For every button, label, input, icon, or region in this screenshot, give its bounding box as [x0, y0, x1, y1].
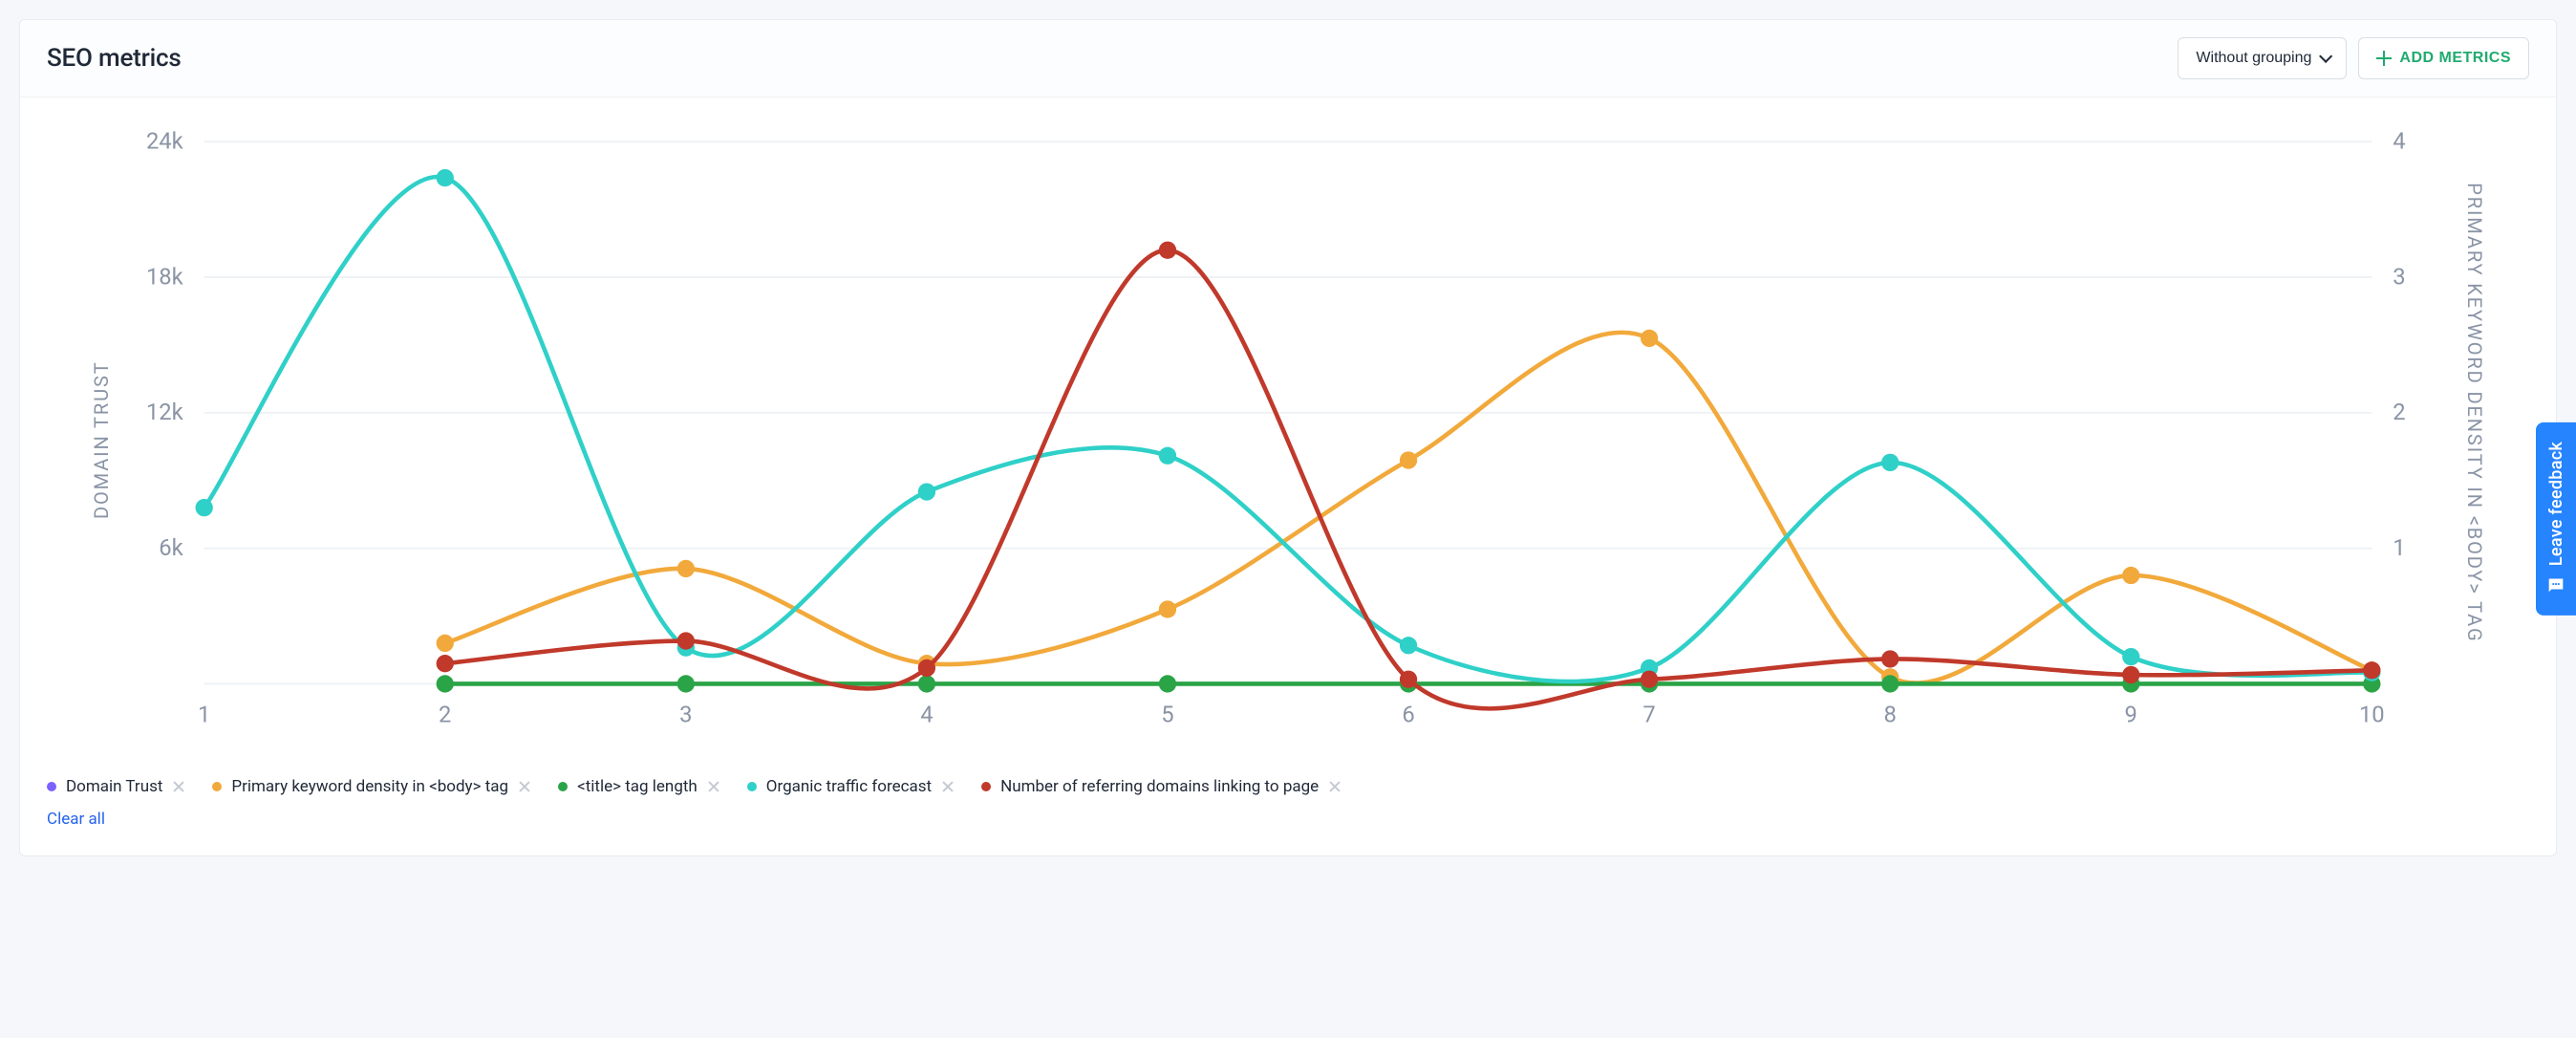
series-dot-keyword_density_body	[437, 635, 454, 652]
svg-text:10: 10	[2359, 702, 2385, 728]
leave-feedback-label: Leave feedback	[2546, 442, 2566, 566]
series-dot-organic_traffic_forecast	[1159, 447, 1176, 465]
svg-text:9: 9	[2125, 702, 2137, 728]
remove-metric-icon[interactable]	[941, 780, 955, 793]
series-dot-title_tag_length	[1159, 675, 1176, 692]
svg-text:4: 4	[2393, 128, 2405, 155]
leave-feedback-tab[interactable]: Leave feedback	[2536, 422, 2576, 616]
legend-item-title_tag_length[interactable]: <title> tag length	[558, 777, 720, 796]
series-dot-keyword_density_body	[1400, 451, 1417, 468]
seo-metrics-chart: 6k 12k 18k 24k 1 2 3 4 1 2 3 4 5 6 7 8 9 10 DOMAIN TRUST PR…	[47, 124, 2529, 754]
series-dot-referring_domains	[1159, 242, 1176, 259]
clear-all-link[interactable]: Clear all	[47, 810, 105, 829]
svg-text:6k: 6k	[159, 534, 183, 561]
series-dot-keyword_density_body	[1641, 330, 1658, 347]
legend-label: Number of referring domains linking to p…	[1000, 777, 1319, 796]
series-dot-referring_domains	[437, 655, 454, 672]
series-dot-referring_domains	[2122, 666, 2139, 683]
plus-icon	[2376, 51, 2392, 66]
chart-legend: Domain Trust Primary keyword density in <…	[20, 762, 2556, 800]
series-dot-organic_traffic_forecast	[196, 499, 213, 516]
seo-metrics-panel: SEO metrics Without grouping ADD METRICS…	[19, 19, 2557, 856]
series-dot-referring_domains	[918, 660, 935, 677]
clear-all-wrap: Clear all	[20, 800, 2556, 855]
legend-dot-icon	[47, 782, 56, 791]
series-dot-title_tag_length	[677, 675, 695, 692]
series-dot-organic_traffic_forecast	[1400, 637, 1417, 654]
series-dot-referring_domains	[1641, 671, 1658, 688]
add-metrics-button[interactable]: ADD METRICS	[2358, 37, 2529, 79]
svg-text:1: 1	[2393, 534, 2405, 561]
svg-text:7: 7	[1642, 702, 1655, 728]
series-dot-referring_domains	[1400, 671, 1417, 688]
svg-text:PRIMARY KEYWORD DENSITY IN <BO: PRIMARY KEYWORD DENSITY IN <BODY> TAG	[2463, 183, 2486, 642]
series-dot-title_tag_length	[1881, 675, 1899, 692]
series-line-keyword_density_body	[445, 333, 2372, 683]
svg-text:5: 5	[1161, 702, 1173, 728]
series-dot-title_tag_length	[918, 675, 935, 692]
legend-label: Primary keyword density in <body> tag	[231, 777, 508, 796]
svg-text:3: 3	[2393, 263, 2405, 290]
svg-text:3: 3	[679, 702, 692, 728]
series-dot-referring_domains	[1881, 650, 1899, 667]
svg-text:18k: 18k	[146, 263, 184, 290]
chat-bubble-icon	[2545, 575, 2566, 596]
svg-text:2: 2	[2393, 399, 2405, 425]
panel-header: SEO metrics Without grouping ADD METRICS	[20, 20, 2556, 97]
series-dot-organic_traffic_forecast	[2122, 648, 2139, 665]
series-dot-organic_traffic_forecast	[918, 483, 935, 500]
series-dot-keyword_density_body	[1159, 600, 1176, 617]
series-dot-keyword_density_body	[2122, 567, 2139, 584]
legend-dot-icon	[558, 782, 568, 791]
series-dot-title_tag_length	[437, 675, 454, 692]
legend-label: Domain Trust	[66, 777, 162, 796]
series-dot-organic_traffic_forecast	[437, 169, 454, 186]
chevron-down-icon	[2319, 50, 2332, 63]
legend-item-organic_traffic_forecast[interactable]: Organic traffic forecast	[747, 777, 955, 796]
legend-dot-icon	[981, 782, 991, 791]
add-metrics-label: ADD METRICS	[2399, 50, 2511, 67]
series-dot-referring_domains	[677, 632, 695, 649]
series-dot-organic_traffic_forecast	[1881, 454, 1899, 471]
legend-label: <title> tag length	[577, 777, 698, 796]
svg-text:4: 4	[920, 702, 933, 728]
svg-text:6: 6	[1402, 702, 1414, 728]
header-controls: Without grouping ADD METRICS	[2178, 37, 2529, 79]
svg-text:2: 2	[439, 702, 451, 728]
series-line-organic_traffic_forecast	[204, 177, 2372, 681]
chart-container: 6k 12k 18k 24k 1 2 3 4 1 2 3 4 5 6 7 8 9 10 DOMAIN TRUST PR…	[20, 97, 2556, 762]
panel-title: SEO metrics	[47, 44, 182, 73]
legend-label: Organic traffic forecast	[766, 777, 932, 796]
series-dot-referring_domains	[2363, 661, 2380, 679]
legend-item-keyword_density_body[interactable]: Primary keyword density in <body> tag	[212, 777, 531, 796]
grouping-select[interactable]: Without grouping	[2178, 37, 2347, 79]
svg-text:DOMAIN TRUST: DOMAIN TRUST	[90, 360, 113, 519]
remove-metric-icon[interactable]	[518, 780, 531, 793]
grouping-select-label: Without grouping	[2196, 50, 2311, 67]
legend-dot-icon	[747, 782, 757, 791]
remove-metric-icon[interactable]	[172, 780, 185, 793]
remove-metric-icon[interactable]	[707, 780, 720, 793]
remove-metric-icon[interactable]	[1328, 780, 1342, 793]
series-dot-keyword_density_body	[677, 560, 695, 577]
legend-dot-icon	[212, 782, 222, 791]
svg-text:8: 8	[1884, 702, 1897, 728]
svg-text:12k: 12k	[146, 399, 184, 425]
legend-item-domain_trust[interactable]: Domain Trust	[47, 777, 185, 796]
legend-item-referring_domains[interactable]: Number of referring domains linking to p…	[981, 777, 1342, 796]
svg-text:1: 1	[198, 702, 210, 728]
svg-text:24k: 24k	[146, 128, 184, 155]
